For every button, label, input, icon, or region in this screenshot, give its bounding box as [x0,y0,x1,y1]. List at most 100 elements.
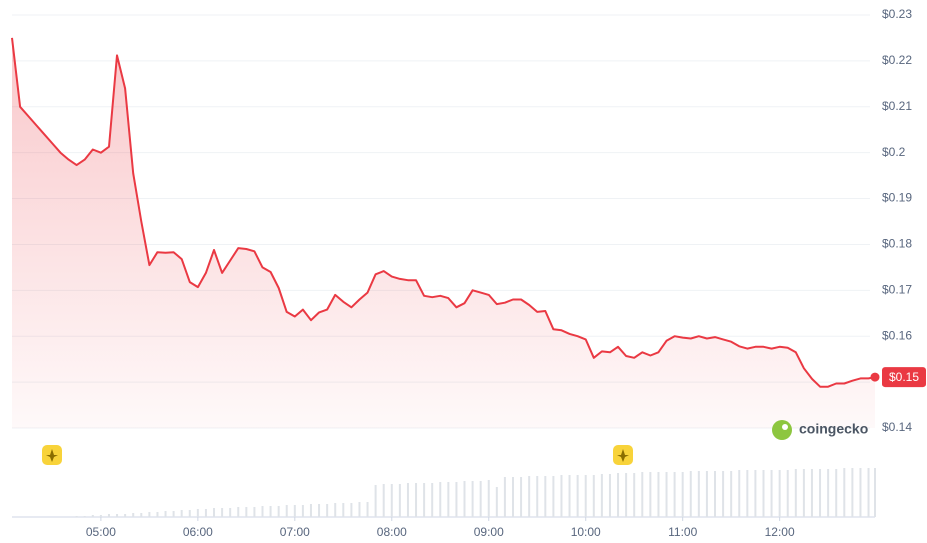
volume-bar [366,502,369,517]
volume-bar [851,468,854,517]
last-price-dot [870,372,880,382]
volume-bar [213,508,216,517]
volume-bar [778,470,781,517]
volume-bar [511,477,514,517]
volume-bar [503,477,506,517]
volume-bar [689,471,692,517]
volume-bar [285,505,288,517]
y-tick-label: $0.22 [882,53,912,67]
volume-bar [107,514,110,517]
x-tick-label: 11:00 [668,525,697,539]
y-tick-label: $0.16 [882,328,912,342]
volume-bar [608,474,611,517]
volume-bar [641,472,644,517]
volume-bar [99,515,102,517]
price-line [11,37,876,388]
volume-bar [318,504,321,517]
volume-bar [479,481,482,517]
volume-bar [221,508,224,517]
volume-bar [277,506,280,517]
volume-bar [204,509,207,517]
volume-bar [293,505,296,517]
volume-bar [625,473,628,517]
volume-bar [665,472,668,517]
volume-bar [350,503,353,517]
price-badge [882,367,926,388]
volume-bar [261,506,264,517]
y-tick-label: $0.14 [882,420,912,434]
volume-bar [301,505,304,517]
volume-bar [681,472,684,517]
x-tick-label: 09:00 [474,525,504,539]
volume-bar [334,503,337,517]
volume-bar [568,475,571,517]
volume-bar [649,472,652,517]
x-tick-label: 08:00 [377,525,407,539]
star [617,449,629,462]
y-tick-label: $0.21 [882,99,912,113]
volume-bar [83,516,86,517]
volume-bar [415,483,418,517]
volume-bar [172,511,175,517]
volume-bar [164,511,167,517]
volume-bar [746,470,749,517]
volume-bar [520,477,523,517]
volume-bar [309,504,312,517]
volume-bar [762,470,765,517]
volume-bar [269,506,272,517]
volume-bar [132,513,135,517]
volume-bar [576,475,579,517]
volume-bar [827,469,830,517]
volume-bar [584,475,587,517]
volume-bar [91,515,94,517]
volume-bar [188,510,191,517]
volume-bar [859,468,862,517]
y-tick-label: $0.18 [882,237,912,251]
volume-bar [560,475,563,517]
x-tick-label: 06:00 [183,525,213,539]
volume-bar [253,507,256,517]
volume-bar [431,483,434,517]
area-fill [12,37,875,429]
volume-bar [124,514,127,517]
volume-bar [390,484,393,517]
volume-bar [536,476,539,517]
volume-bar [552,476,555,517]
volume-bar [786,470,789,517]
volume-bar [398,484,401,517]
volume-bar [835,469,838,517]
volume-bar [819,469,822,517]
volume-bar [326,504,329,517]
volume-bar [697,471,700,517]
volume-bar [794,469,797,517]
volume-bar [463,481,466,517]
volume-bar [874,468,876,517]
volume-bar [358,502,361,517]
watermark-text: coingecko [799,421,868,437]
price-badge-label: $0.15 [889,370,919,384]
volume-bar [156,512,159,517]
volume-bar [447,482,450,517]
volume-bar [722,471,725,517]
y-tick-label: $0.19 [882,191,912,205]
volume-bar [673,472,676,517]
volume-bar [245,507,248,517]
x-tick-label: 05:00 [86,525,116,539]
volume-bar [423,483,426,517]
star [46,449,58,462]
volume-bar [439,482,442,517]
volume-bar [592,475,595,517]
watermark: coingecko [772,420,868,440]
volume-bar [237,507,240,517]
volume-bar [633,473,636,517]
volume-bar [754,470,757,517]
y-tick-label: $0.23 [882,7,912,21]
volume-bar [180,510,183,517]
volume-bar [730,471,733,517]
volume-bar [657,472,660,517]
volume-bar [802,469,805,517]
volume-bar [867,468,870,517]
volume-bar [600,474,603,517]
volume-bar [406,483,409,517]
